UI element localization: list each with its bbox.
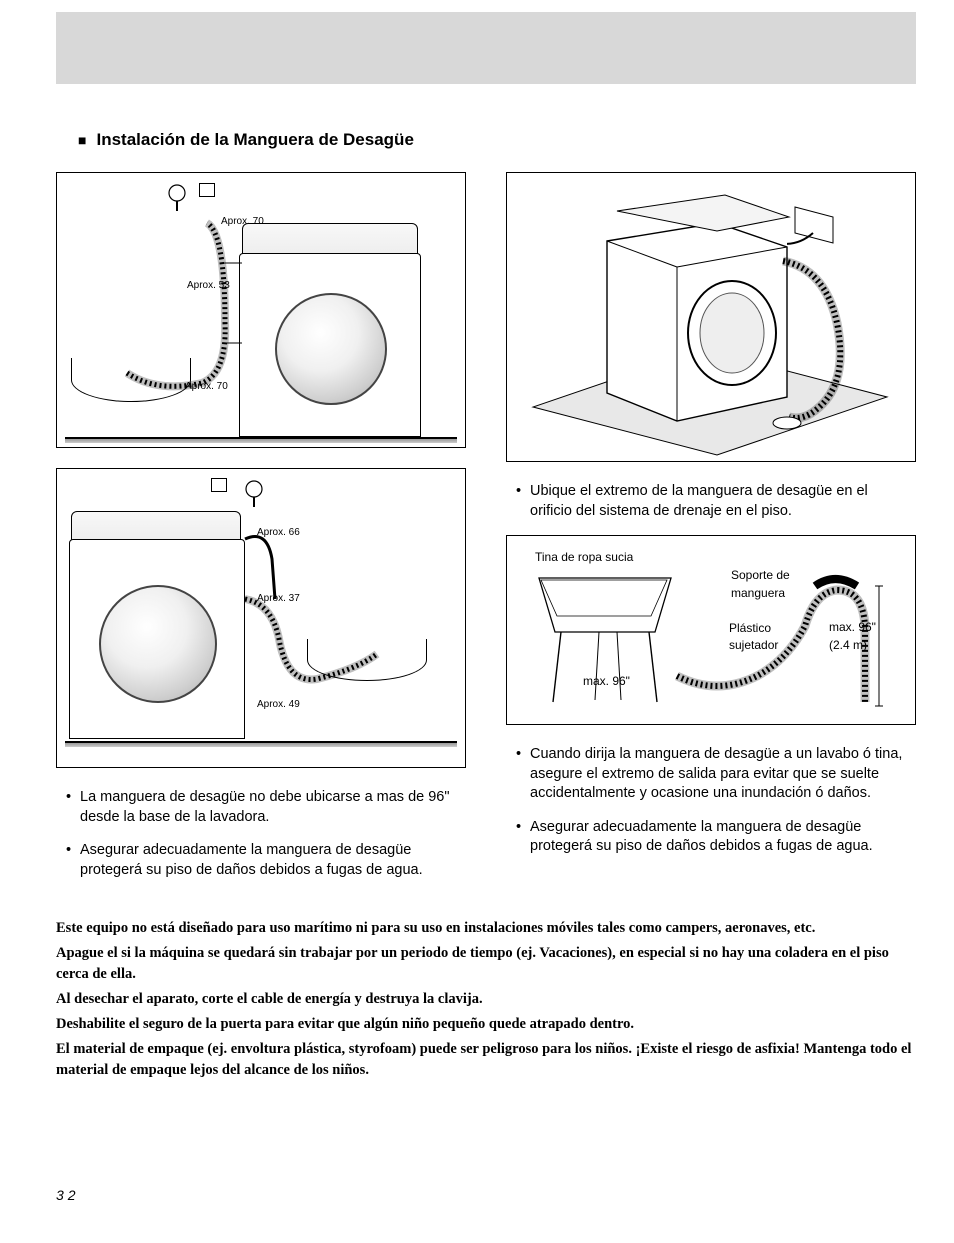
drain-hose-icon xyxy=(507,173,916,462)
hose-icon xyxy=(57,173,457,448)
warning-text: Al desechar el aparato, corte el cable d… xyxy=(56,989,916,1010)
page-content: Instalación de la Manguera de Desagüe xyxy=(56,130,916,1085)
warning-text: Apague el si la máquina se quedará sin t… xyxy=(56,943,916,985)
right-column: Ubique el extremo de la manguera de desa… xyxy=(506,172,916,894)
strap-label2: sujetador xyxy=(729,638,778,652)
dim-label: Aprox. 49 xyxy=(257,699,300,710)
max-label: max. 96" xyxy=(829,620,876,634)
holder-label: Soporte de xyxy=(731,568,790,582)
figure-floor-drain xyxy=(506,172,916,462)
warning-text: El material de empaque (ej. envoltura pl… xyxy=(56,1039,916,1081)
dim-label: Aprox. 53 xyxy=(187,280,230,291)
dim-label: Aprox. 37 xyxy=(257,593,300,604)
two-columns: Aprox. 70 Aprox. 53 Aprox. 70 Aprox. 66 xyxy=(56,172,916,894)
max-label-b: (2.4 m) xyxy=(829,638,867,652)
tub-title: Tina de ropa sucia xyxy=(535,550,633,564)
right-bullets: Cuando dirija la manguera de desagüe a u… xyxy=(506,745,916,857)
floor-line xyxy=(65,741,457,747)
bullet-item: La manguera de desagüe no debe ubicarse … xyxy=(80,788,458,827)
bullet-item: Cuando dirija la manguera de desagüe a u… xyxy=(530,745,908,804)
left-column: Aprox. 70 Aprox. 53 Aprox. 70 Aprox. 66 xyxy=(56,172,466,894)
figure-tub-detail: Tina de ropa sucia xyxy=(506,535,916,725)
bullet-item: Ubique el extremo de la manguera de desa… xyxy=(530,482,908,521)
right-top-bullet: Ubique el extremo de la manguera de desa… xyxy=(506,482,916,521)
max-label: max. 96" xyxy=(583,674,630,688)
bullet-item: Asegurar adecuadamente la manguera de de… xyxy=(80,841,458,880)
section-title: Instalación de la Manguera de Desagüe xyxy=(56,130,916,150)
header-bar xyxy=(56,12,916,84)
warning-text: Deshabilite el seguro de la puerta para … xyxy=(56,1014,916,1035)
hose-label: manguera xyxy=(731,586,785,600)
left-bullets: La manguera de desagüe no debe ubicarse … xyxy=(56,788,466,880)
warning-text: Este equipo no está diseñado para uso ma… xyxy=(56,918,916,939)
dim-label: Aprox. 70 xyxy=(221,216,264,227)
figure-drain-right-sink: Aprox. 66 Aprox. 37 Aprox. 49 xyxy=(56,468,466,768)
dim-label: Aprox. 66 xyxy=(257,527,300,538)
warning-block: Este equipo no está diseñado para uso ma… xyxy=(56,918,916,1081)
hose-icon xyxy=(57,469,457,768)
dim-label: Aprox. 70 xyxy=(185,381,228,392)
floor-line xyxy=(65,437,457,443)
bullet-item: Asegurar adecuadamente la manguera de de… xyxy=(530,818,908,857)
page-number: 32 xyxy=(56,1187,80,1203)
strap-label: Plástico xyxy=(729,621,771,635)
figure-drain-left-sink: Aprox. 70 Aprox. 53 Aprox. 70 xyxy=(56,172,466,448)
